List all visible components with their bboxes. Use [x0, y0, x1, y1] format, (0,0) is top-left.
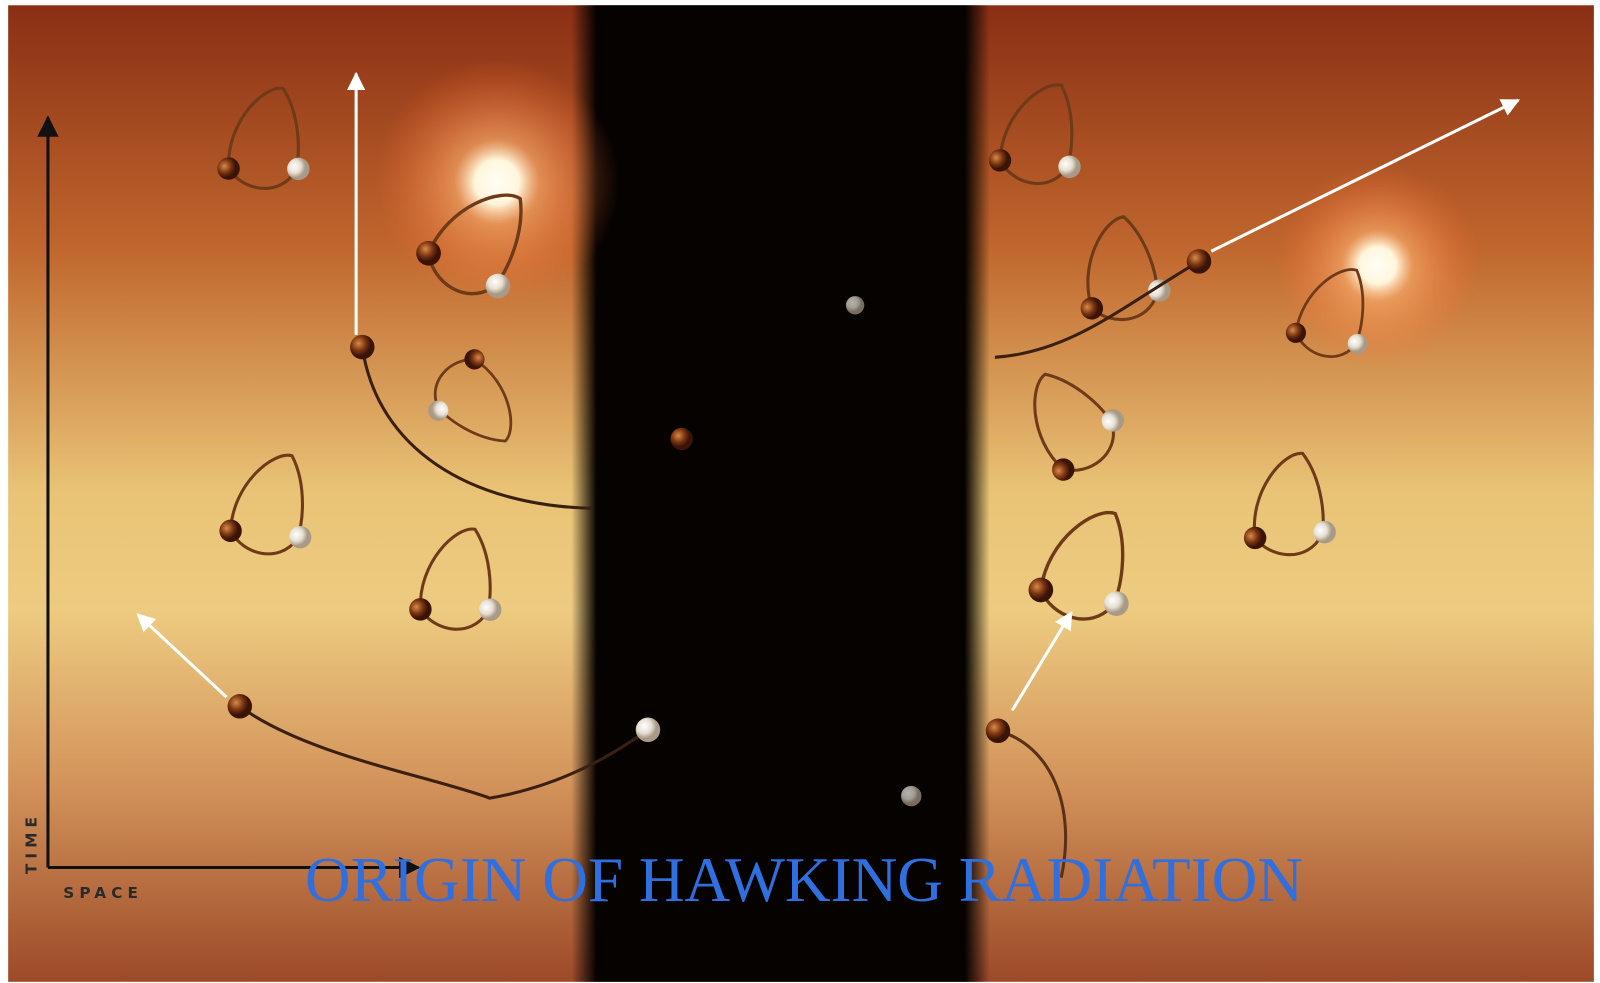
time-label: TIME: [23, 812, 41, 874]
glow: [374, 59, 619, 304]
particle: [228, 694, 252, 718]
glow: [1276, 163, 1480, 367]
particle: [846, 296, 864, 314]
black-hole: [571, 5, 989, 982]
particle: [901, 786, 921, 806]
particle: [986, 719, 1010, 743]
title: ORIGIN OF HAWKING RADIATION: [305, 845, 1303, 915]
particle: [1187, 249, 1211, 273]
particle: [636, 718, 660, 742]
page: {"title": "ORIGIN OF HAWKING RADIATION",…: [0, 0, 1600, 983]
illustration: TIME SPACE ORIGIN OF HAWKING RADIATION: [0, 0, 1600, 983]
particle: [350, 335, 374, 359]
space-label: SPACE: [63, 884, 143, 902]
particle: [670, 428, 692, 450]
